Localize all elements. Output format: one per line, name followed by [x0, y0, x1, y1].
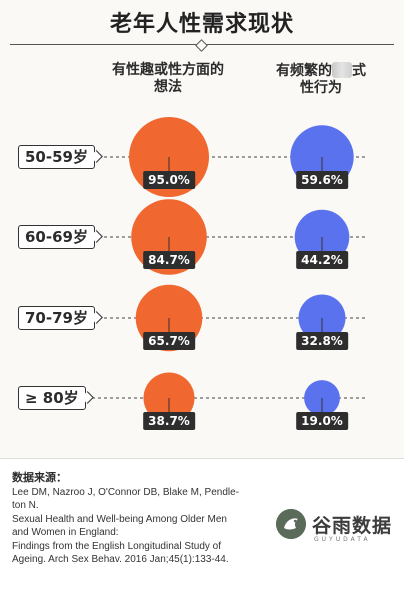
value-label: 95.0%	[143, 171, 195, 189]
column-header-interest-line2: 想法	[154, 79, 182, 95]
source-line: Findings from the English Longitudinal S…	[12, 541, 222, 552]
footer: 数据来源： Lee DM, Nazroo J, O'Connor DB, Bla…	[0, 458, 404, 592]
source-line: Ageing. Arch Sex Behav. 2016 Jan;45(1):1…	[12, 554, 229, 565]
value-label: 19.0%	[296, 412, 348, 430]
value-label: 65.7%	[143, 332, 195, 350]
blurred-text-mask	[332, 62, 352, 78]
value-label: 32.8%	[296, 332, 348, 350]
bird-logo-icon	[276, 509, 306, 539]
source-line: ton N.	[12, 500, 39, 511]
source-line: Lee DM, Nazroo J, O'Connor DB, Blake M, …	[12, 487, 240, 498]
age-group-label: 50-59岁	[18, 145, 95, 169]
age-group-label: 60-69岁	[18, 225, 95, 249]
source-heading: 数据来源：	[12, 471, 67, 484]
value-label: 38.7%	[143, 412, 195, 430]
page-title: 老年人性需求现状	[109, 12, 294, 37]
age-group-label: ≥ 80岁	[18, 386, 86, 410]
value-label: 84.7%	[143, 251, 195, 269]
column-header-interest-line1: 有性趣或性方面的	[112, 62, 224, 78]
brand-logo: 谷雨数据 GUYUDATA	[276, 509, 394, 555]
brand-name: 谷雨数据	[312, 515, 393, 537]
source-line: and Women in England:	[12, 527, 119, 538]
source-line: Sexual Health and Well-being Among Older…	[12, 514, 227, 525]
age-group-label: 70-79岁	[18, 306, 95, 330]
brand-subtitle: GUYUDATA	[314, 536, 371, 543]
value-label: 59.6%	[296, 171, 348, 189]
column-header-activity-line2: 性行为	[300, 80, 342, 96]
value-label: 44.2%	[296, 251, 348, 269]
column-header-activity-line1: 有频繁的式	[276, 62, 366, 79]
column-header-interest: 有性趣或性方面的 想法	[93, 62, 243, 96]
column-header-activity: 有频繁的式 性行为	[246, 62, 396, 97]
